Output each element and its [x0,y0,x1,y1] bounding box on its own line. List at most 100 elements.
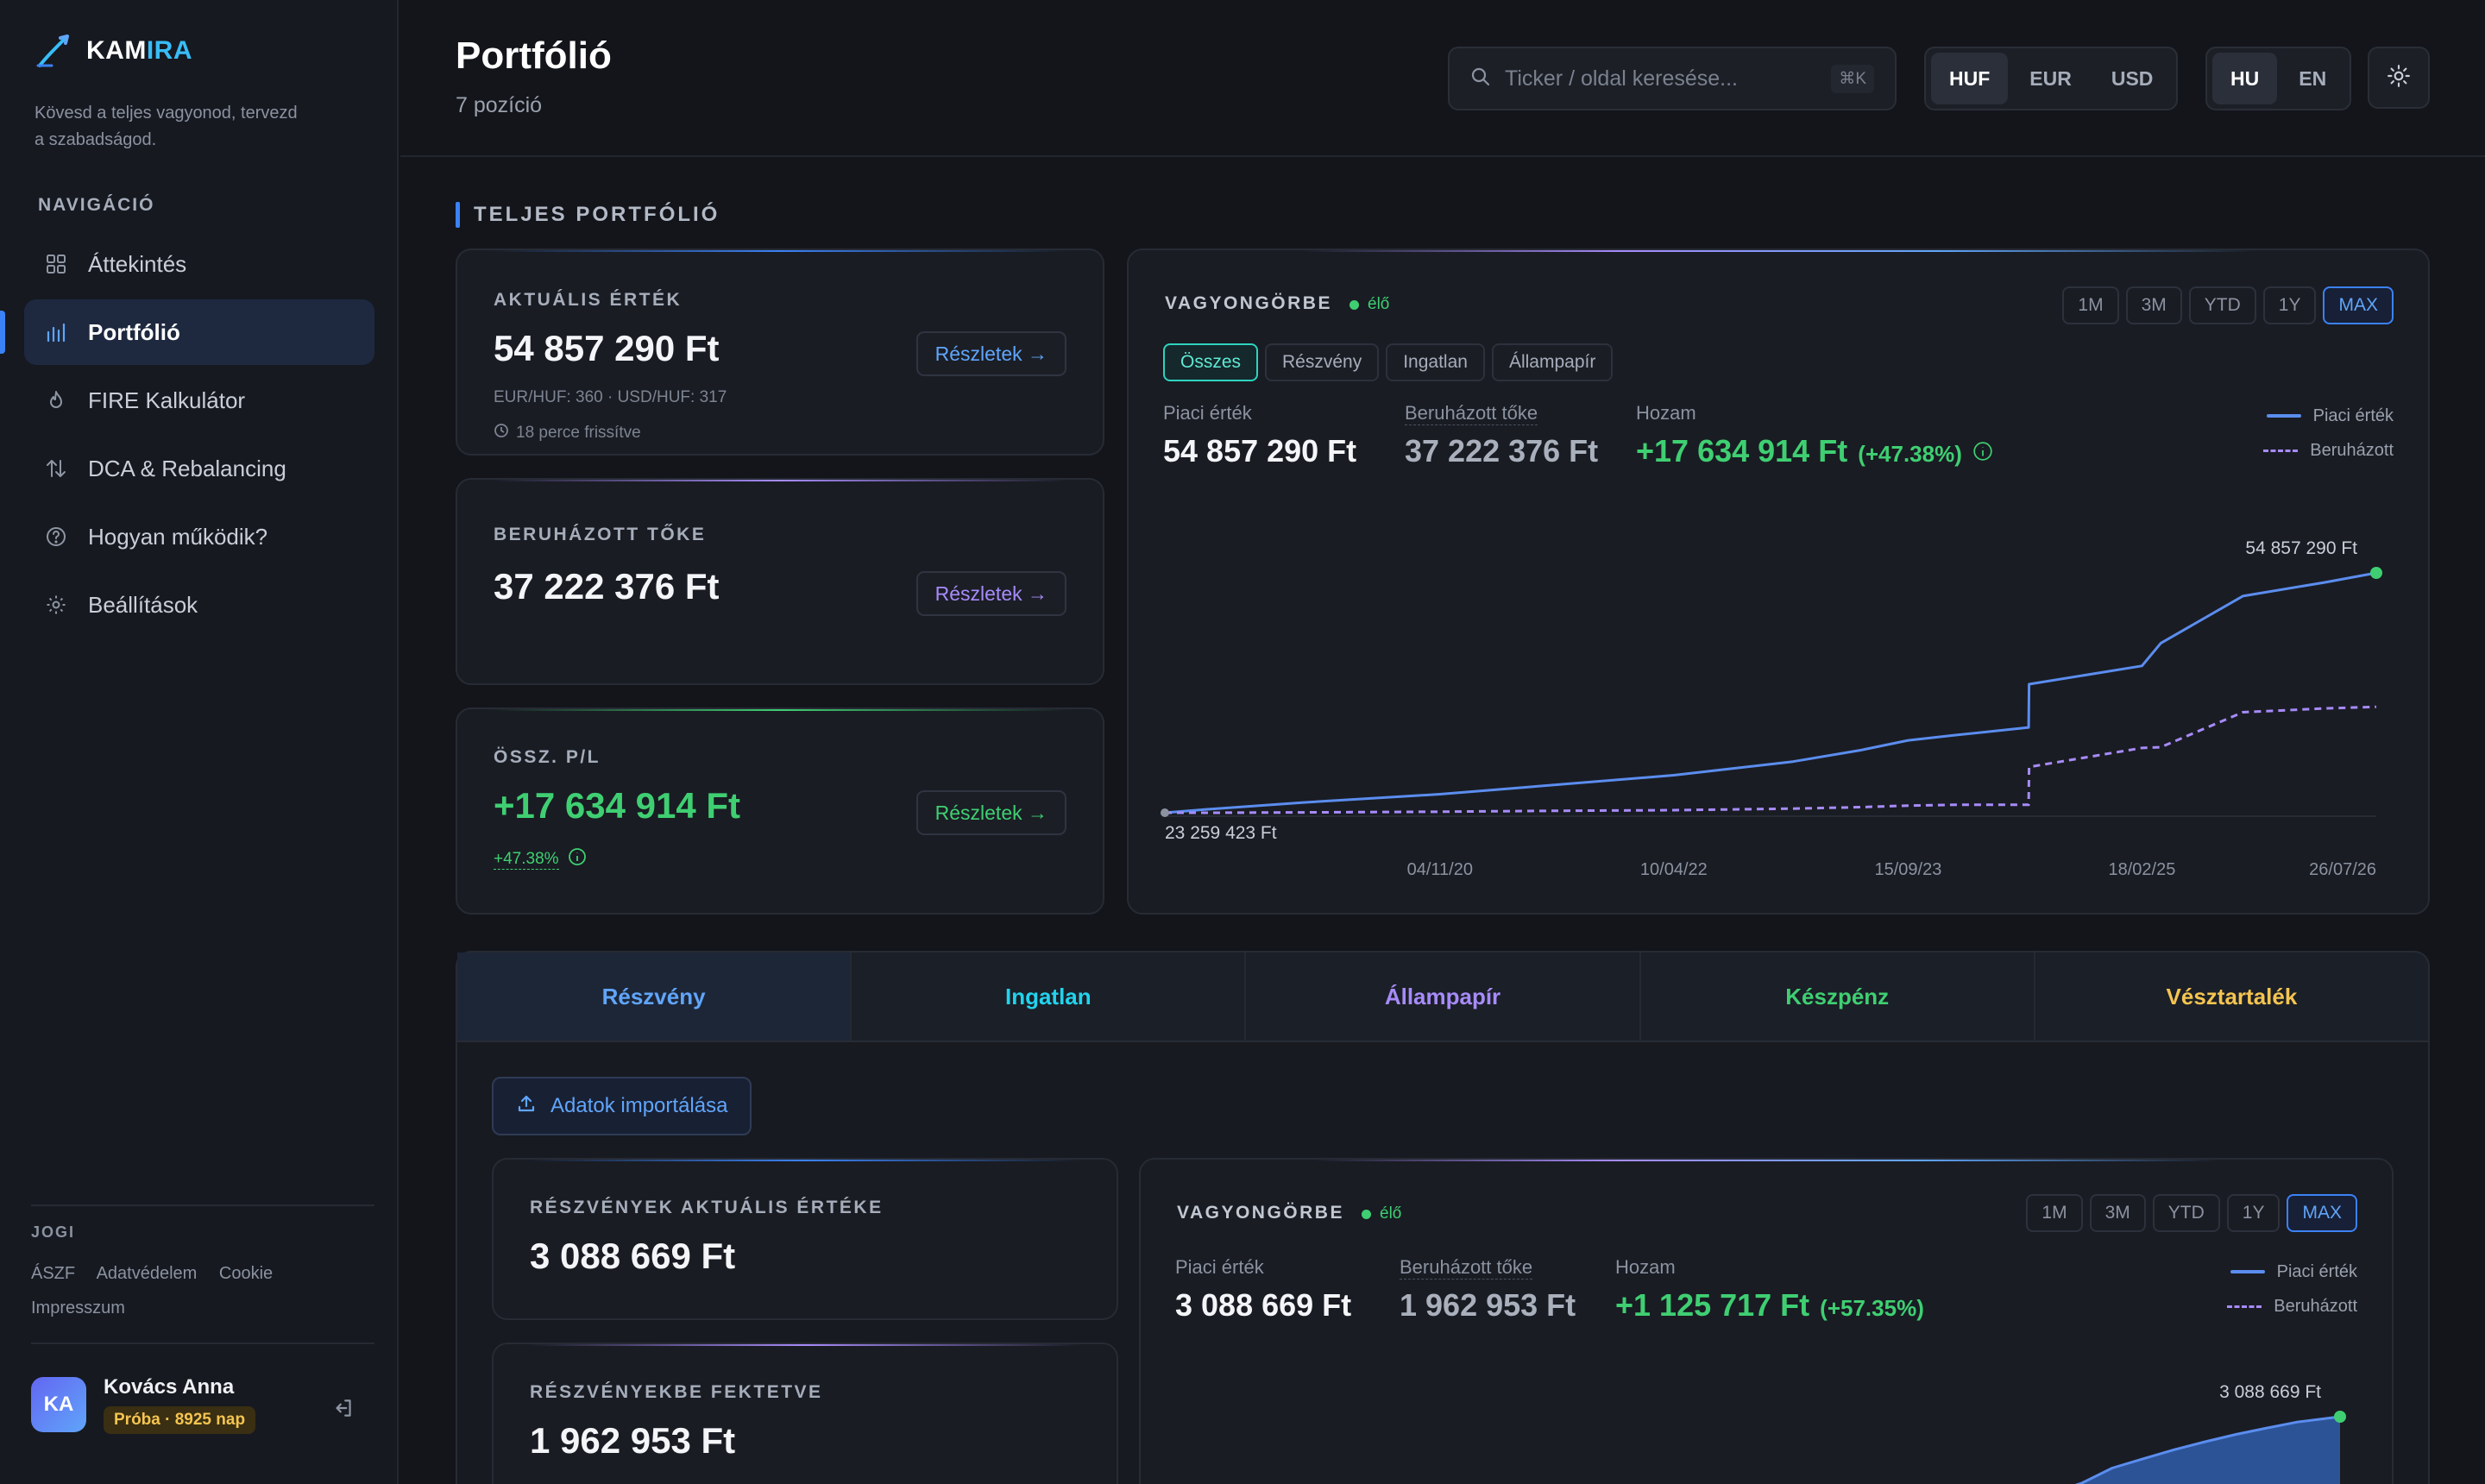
asset-class-tabs: Részvény Ingatlan Állampapír Készpénz Vé… [456,951,2430,1042]
card-value: 54 857 290 Ft [494,328,720,368]
sun-icon [2387,64,2411,92]
invested-label: Beruházott tőke [1400,1256,1533,1280]
filter-real-estate[interactable]: Ingatlan [1386,343,1485,381]
brand-logo[interactable]: KAMIRA [35,31,192,71]
grid-icon [43,251,69,277]
last-updated: 18 perce frissítve [494,423,641,443]
upload-icon [516,1093,537,1120]
legal-link-terms[interactable]: ÁSZF [31,1264,76,1283]
flame-icon [43,387,69,413]
range-max[interactable]: MAX [2287,1194,2357,1232]
card-accent [528,1344,1082,1346]
yield-label: Hozam [1636,402,1696,424]
tab-emergency-fund[interactable]: Vésztartalék [2166,983,2298,1009]
sidebar-item-overview[interactable]: Áttekintés [24,231,374,297]
range-1y[interactable]: 1Y [2226,1194,2281,1232]
brand-name: KAMIRA [86,36,192,65]
legend-item-market: Piaci érték [2227,1254,2357,1289]
sidebar-item-portfolio[interactable]: Portfólió [24,299,374,365]
range-ytd[interactable]: YTD [2152,1194,2220,1232]
language-hu[interactable]: HU [2212,53,2278,104]
currency-usd[interactable]: USD [2111,66,2154,90]
import-data-button[interactable]: Adatok importálása [492,1077,752,1135]
invested-label: Beruházott tőke [1405,402,1538,425]
legal-links: ÁSZF Adatvédelem Cookie Impresszum [31,1256,316,1325]
details-button[interactable]: Részletek → [915,571,1066,616]
details-button[interactable]: Részletek → [915,790,1066,835]
filter-all[interactable]: Összes [1163,343,1259,381]
user-profile[interactable]: KA Kovács Anna Próba · 8925 nap [31,1375,256,1434]
currency-eur[interactable]: EUR [2029,66,2072,90]
market-value-label: Piaci érték [1163,402,1252,424]
series-line-invested [1165,705,2377,814]
details-button[interactable]: Részletek → [915,331,1066,376]
legend-swatch-solid [2230,1270,2265,1273]
range-selector: 1M 3M YTD 1Y MAX [2062,286,2394,324]
range-ytd[interactable]: YTD [2188,286,2256,324]
theme-toggle-button[interactable] [2368,47,2430,109]
legal-link-imprint[interactable]: Impresszum [31,1298,125,1317]
help-icon [43,524,69,550]
tab-bonds[interactable]: Állampapír [1246,953,1641,1041]
tab-real-estate[interactable]: Ingatlan [852,953,1247,1041]
logout-icon[interactable] [331,1396,357,1422]
stocks-invested-card: RÉSZVÉNYEKBE FEKTETVE 1 962 953 Ft [492,1343,1118,1484]
search-box[interactable]: ⌘K [1448,47,1897,110]
page-subtitle: 7 pozíció [456,93,543,117]
wealth-chart-card: VAGYONGÖRBE élő 1M 3M YTD 1Y MAX Összes … [1127,248,2430,915]
gear-icon [43,592,69,618]
range-3m[interactable]: 3M [2125,286,2182,324]
yield-value: +17 634 914 Ft (+47.38%) [1636,433,1993,469]
legend-item-invested: Beruházott [2227,1289,2357,1324]
legal-link-cookie[interactable]: Cookie [218,1264,274,1283]
clock-icon [494,423,509,443]
x-tick-label: 15/09/23 [1874,860,1941,879]
card-label: RÉSZVÉNYEK AKTUÁLIS ÉRTÉKE [530,1198,884,1217]
range-1y[interactable]: 1Y [2262,286,2317,324]
legend-item-invested: Beruházott [2263,433,2394,468]
wealth-line-chart[interactable]: 54 857 290 Ft 23 259 423 Ft 04/11/20 10/04/… [1154,518,2397,880]
card-value: 1 962 953 Ft [530,1420,736,1461]
sidebar-item-dca[interactable]: DCA & Rebalancing [24,436,374,501]
range-3m[interactable]: 3M [2089,1194,2146,1232]
nav-active-indicator [0,311,5,354]
language-en[interactable]: EN [2299,66,2327,90]
card-accent [492,250,1068,252]
asset-filter: Összes Részvény Ingatlan Állampapír [1163,343,1614,381]
brand-tagline: Kövesd a teljes vagyonod, tervezd a szab… [35,104,298,149]
sidebar-item-settings[interactable]: Beállítások [24,572,374,638]
yield-label: Hozam [1615,1256,1676,1278]
avatar: KA [31,1377,86,1432]
range-selector: 1M 3M YTD 1Y MAX [2026,1194,2357,1232]
swap-icon [43,456,69,481]
end-point-marker [2334,1411,2346,1423]
filter-bonds[interactable]: Állampapír [1491,343,1614,381]
legal-link-privacy[interactable]: Adatvédelem [96,1264,198,1283]
user-name: Kovács Anna [104,1375,235,1399]
series-line-market [1164,571,2377,814]
filter-stocks[interactable]: Részvény [1265,343,1380,381]
range-max[interactable]: MAX [2323,286,2394,324]
yield-percent: (+47.38%) [1858,441,1962,467]
range-1m[interactable]: 1M [2062,286,2119,324]
info-icon[interactable] [1972,433,1993,469]
info-icon[interactable] [568,847,587,871]
sidebar-item-label: Áttekintés [88,250,187,277]
tab-stocks[interactable]: Részvény [457,953,852,1041]
legend-swatch-dashed [2263,449,2299,452]
sidebar-item-label: FIRE Kalkulátor [88,387,246,413]
currency-huf[interactable]: HUF [1931,53,2009,104]
nav-list: Áttekintés Portfólió FIRE Kalkulátor DCA… [24,231,374,640]
search-shortcut: ⌘K [1831,64,1874,93]
stocks-line-chart[interactable]: 3 088 669 Ft [1158,1367,2366,1484]
range-1m[interactable]: 1M [2026,1194,2083,1232]
invested-value: 1 962 953 Ft [1400,1287,1576,1323]
invested-value: 37 222 376 Ft [1405,433,1599,468]
sidebar-item-fire[interactable]: FIRE Kalkulátor [24,368,374,433]
stocks-current-card: RÉSZVÉNYEK AKTUÁLIS ÉRTÉKE 3 088 669 Ft [492,1158,1118,1320]
sidebar-item-help[interactable]: Hogyan működik? [24,504,374,569]
tab-cash[interactable]: Készpénz [1641,953,2035,1041]
card-accent [492,709,1068,711]
search-input[interactable] [1505,66,1818,91]
section-accent [456,202,460,228]
